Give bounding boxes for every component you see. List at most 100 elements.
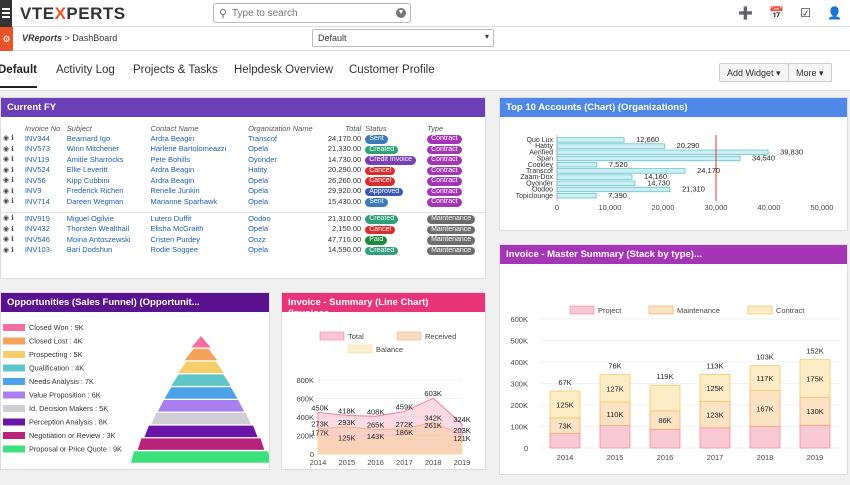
cell-invoice-no[interactable]: INV56 xyxy=(24,175,46,185)
info-icon[interactable]: ℹ xyxy=(11,246,14,254)
cell-organization[interactable]: Opela xyxy=(248,245,269,255)
cell-status[interactable]: Cancel xyxy=(363,175,425,186)
cell-status[interactable]: Created xyxy=(363,213,425,224)
table-row[interactable]: ◉ ℹ INV432 Thorsten Wealthall Elisha McGrai… xyxy=(1,224,485,234)
cell-organization[interactable]: Opela xyxy=(248,175,269,185)
row-actions[interactable]: ◉ ℹ xyxy=(1,196,23,207)
table-row[interactable]: ◉ ℹ INV546 Moina Antoszewski Cristen Purdey… xyxy=(1,234,485,245)
cell-subject[interactable]: Dareen Wegman xyxy=(66,196,124,206)
cell-contact-name[interactable]: Ardra Beagin xyxy=(150,133,195,143)
wrench-icon[interactable]: ⚙ xyxy=(0,27,13,51)
cell-organization[interactable]: Opela xyxy=(248,144,269,154)
cell-total[interactable]: 21,310.00 xyxy=(327,213,362,223)
table-row[interactable]: ◉ ℹ INV103 Bari Dodshun Rodie Soggee Opela 14… xyxy=(1,245,485,256)
cell-contact-name[interactable]: Lutero Duffit xyxy=(150,213,192,223)
col-subject[interactable]: Subject xyxy=(66,123,92,133)
cell-invoice-no[interactable]: INV714 xyxy=(24,196,50,206)
cell-invoice-no[interactable]: INV546 xyxy=(24,234,50,244)
eye-icon[interactable]: ◉ xyxy=(3,225,10,233)
tab-default[interactable]: Default xyxy=(0,64,37,88)
eye-icon[interactable]: ◉ xyxy=(3,215,10,223)
logo[interactable]: VTEXPERTS xyxy=(20,4,126,24)
row-actions[interactable]: ◉ ℹ xyxy=(1,144,23,155)
table-row[interactable]: ◉ ℹ INV344 Bearnard Igo Ardra Beagin Transco… xyxy=(1,133,485,144)
cell-status[interactable]: Approved xyxy=(363,186,425,196)
cell-contact-name[interactable]: Ardra Beagin xyxy=(150,165,195,175)
table-row[interactable]: ◉ ℹ INV9 Frederick Richen Renelle Junkin Ope… xyxy=(1,186,485,197)
row-actions[interactable]: ◉ ℹ xyxy=(1,186,23,197)
cell-total[interactable]: 2,150.00 xyxy=(332,224,362,234)
cell-total[interactable]: 20,290.00 xyxy=(327,165,362,175)
eye-icon[interactable]: ◉ xyxy=(3,177,10,185)
dashboard-select[interactable]: Default ▾ xyxy=(312,29,494,47)
cell-organization[interactable]: Oozz xyxy=(248,234,266,244)
table-row[interactable]: ◉ ℹ INV714 Dareen Wegman Marianne Sparhawk O… xyxy=(1,196,485,207)
cell-total[interactable]: 24,170.00 xyxy=(327,133,362,143)
cell-subject[interactable]: Frederick Richen xyxy=(66,186,124,196)
table-row[interactable]: ◉ ℹ INV119 Amitie Sharrocks Pete Bohills Oyo… xyxy=(1,154,485,165)
eye-icon[interactable]: ◉ xyxy=(3,145,10,153)
info-icon[interactable]: ℹ xyxy=(11,177,14,185)
cell-subject[interactable]: Bearnard Igo xyxy=(66,133,111,143)
col-invoice-no[interactable]: Invoice No xyxy=(24,123,61,133)
cell-subject[interactable]: Moina Antoszewski xyxy=(66,234,131,244)
user-icon[interactable]: 👤 xyxy=(827,6,842,20)
info-icon[interactable]: ℹ xyxy=(11,166,14,174)
widget-title[interactable]: Top 10 Accounts (Chart) (Organizations) xyxy=(500,98,847,117)
info-icon[interactable]: ℹ xyxy=(11,236,14,244)
row-actions[interactable]: ◉ ℹ xyxy=(1,245,23,256)
eye-icon[interactable]: ◉ xyxy=(3,198,10,206)
cell-type[interactable]: Contract xyxy=(425,133,485,144)
table-row[interactable]: ◉ ℹ INV56 Kipp Cubbini Ardra Beagin Opela 26,… xyxy=(1,175,485,186)
cell-contact-name[interactable]: Cristen Purdey xyxy=(150,234,201,244)
cell-type[interactable]: Maintenance xyxy=(425,234,485,245)
tab-customer-profile[interactable]: Customer Profile xyxy=(349,64,435,76)
cell-status[interactable]: Paid xyxy=(363,234,425,245)
cell-invoice-no[interactable]: INV432 xyxy=(24,224,50,234)
info-icon[interactable]: ℹ xyxy=(11,156,14,164)
row-actions[interactable]: ◉ ℹ xyxy=(1,133,23,144)
cell-status[interactable]: Sent xyxy=(363,133,425,144)
cell-invoice-no[interactable]: INV524 xyxy=(24,165,50,175)
cell-organization[interactable]: Oyonder xyxy=(248,154,277,164)
tab-helpdesk-overview[interactable]: Helpdesk Overview xyxy=(234,64,334,76)
cell-type[interactable]: Contract xyxy=(425,144,485,154)
calendar-icon[interactable]: 📅 xyxy=(769,6,785,20)
cell-total[interactable]: 21,330.00 xyxy=(327,144,362,154)
cell-subject[interactable]: Ellie Leveritt xyxy=(66,165,108,175)
row-actions[interactable]: ◉ ℹ xyxy=(1,154,23,165)
table-row[interactable]: ◉ ℹ INV919 Miguel Ogilvie Lutero Duffit Oodo… xyxy=(1,213,485,224)
cell-contact-name[interactable]: Pete Bohills xyxy=(150,154,191,164)
cell-total[interactable]: 47,710.00 xyxy=(327,234,362,244)
row-actions[interactable]: ◉ ℹ xyxy=(1,165,23,176)
cell-status[interactable]: Credit Invoice xyxy=(363,154,425,165)
cell-invoice-no[interactable]: INV573 xyxy=(24,144,50,154)
cell-type[interactable]: Contract xyxy=(425,175,485,186)
info-icon[interactable]: ℹ xyxy=(11,187,14,195)
cell-total[interactable]: 29,920.00 xyxy=(327,186,362,196)
search-input[interactable] xyxy=(232,6,382,20)
cell-invoice-no[interactable]: INV103 xyxy=(24,245,50,255)
cell-subject[interactable]: Thorsten Wealthall xyxy=(66,224,130,234)
cell-contact-name[interactable]: Harlene Bartolomeazzi xyxy=(150,144,227,154)
table-row[interactable]: ◉ ℹ INV573 Winn Mitchener Harlene Bartolome… xyxy=(1,144,485,155)
info-icon[interactable]: ℹ xyxy=(11,225,14,233)
cell-organization[interactable]: Oodoo xyxy=(248,213,271,223)
info-icon[interactable]: ℹ xyxy=(11,135,14,143)
widget-title[interactable]: Invoice - Summary (Line Chart) (Invoices… xyxy=(282,293,485,319)
info-icon[interactable]: ℹ xyxy=(11,198,14,206)
checkbox-icon[interactable]: ☑ xyxy=(800,6,812,20)
col-total[interactable]: Total xyxy=(345,123,362,133)
cell-type[interactable]: Contract xyxy=(425,196,485,207)
eye-icon[interactable]: ◉ xyxy=(3,166,10,174)
more-button[interactable]: More ▾ xyxy=(788,63,832,82)
row-actions[interactable]: ◉ ℹ xyxy=(1,234,23,245)
cell-status[interactable]: Sent xyxy=(363,196,425,207)
cell-total[interactable]: 14,730.00 xyxy=(327,154,362,164)
widget-title[interactable]: Invoice - Master Summary (Stack by type)… xyxy=(500,245,847,264)
eye-icon[interactable]: ◉ xyxy=(3,135,10,143)
cell-organization[interactable]: Opela xyxy=(248,186,269,196)
row-actions[interactable]: ◉ ℹ xyxy=(1,175,23,186)
col-type[interactable]: Type xyxy=(427,123,444,133)
cell-subject[interactable]: Kipp Cubbini xyxy=(66,175,110,185)
